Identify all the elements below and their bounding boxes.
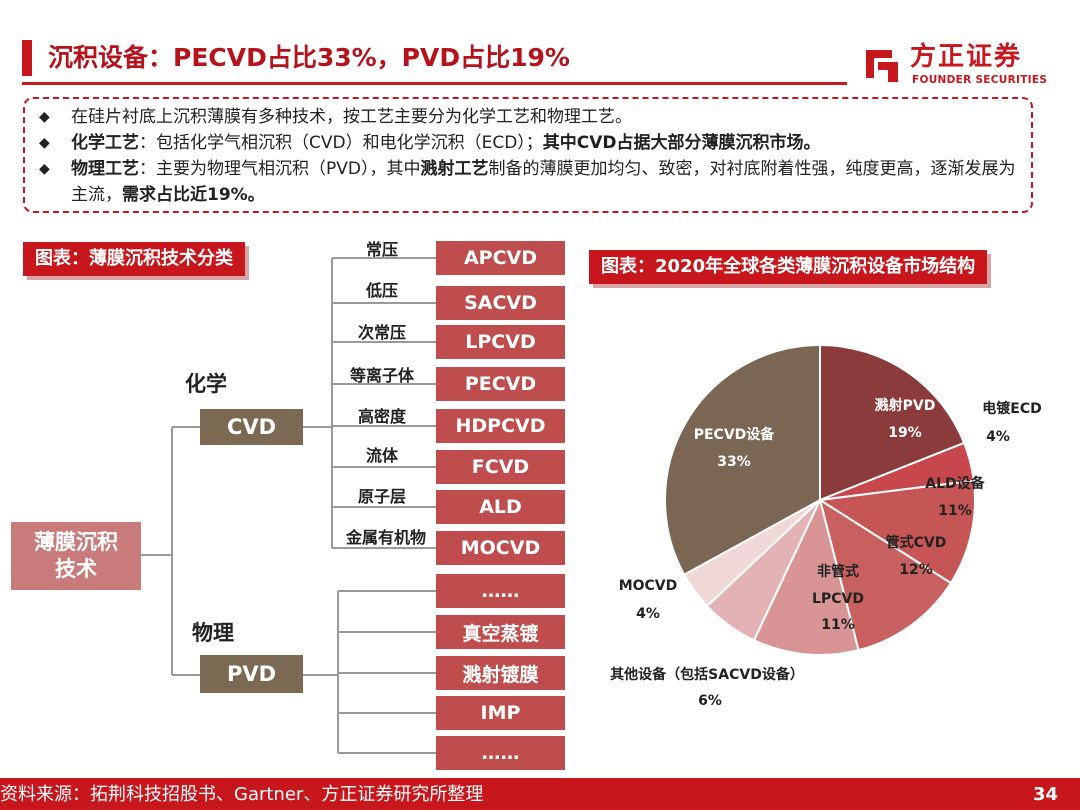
note-segment: 溅射工艺 <box>420 159 489 179</box>
pie-label: 溅射PVD <box>875 397 936 414</box>
note-segment: 物理工艺 <box>71 159 139 179</box>
phys-category-label: 物理 <box>192 621 234 645</box>
source-note: 资料来源：拓荆科技招股书、Gartner、方正证券研究所整理 <box>0 784 484 805</box>
title-underline <box>22 82 847 85</box>
note-segment: 化学工艺 <box>71 133 139 153</box>
pie-label: 电镀ECD <box>982 400 1041 417</box>
note-segment: 在硅片衬底上沉积薄膜有多种技术，按工艺主要分为化学工艺和物理工艺。 <box>71 107 632 127</box>
summary-notes: ◆ 在硅片衬底上沉积薄膜有多种技术，按工艺主要分为化学工艺和物理工艺。 ◆ 化学工艺… <box>23 97 1033 213</box>
pie-label: 6% <box>698 693 722 709</box>
note-segment: 制备的薄膜更加均匀、致密，对衬底附着性强，纯度更高，逐渐发展为主流， <box>71 159 1016 205</box>
note-item: ◆ 物理工艺：主要为物理气相沉积（PVD），其中溅射工艺制备的薄膜更加均匀、致密，… <box>39 156 1019 208</box>
cvd-condition: 流体 <box>365 446 398 465</box>
pie-slice <box>664 343 821 577</box>
pie-label: 管式CVD <box>886 534 947 551</box>
cvd-item: LPCVD <box>436 325 565 359</box>
diamond-bullet-icon: ◆ <box>39 109 50 125</box>
page-number: 34 <box>1032 784 1058 805</box>
cvd-condition: 等离子体 <box>349 366 414 385</box>
cvd-condition: 次常压 <box>357 323 406 342</box>
cvd-condition: 高密度 <box>357 407 406 426</box>
pie-label: 33% <box>717 454 751 470</box>
note-item: ◆ 在硅片衬底上沉积薄膜有多种技术，按工艺主要分为化学工艺和物理工艺。 <box>39 104 1019 130</box>
pie-label: 其他设备（包括SACVD设备） <box>610 666 804 683</box>
pie-slice <box>817 479 976 585</box>
cvd-item: PECVD <box>436 367 565 401</box>
pie-slice <box>818 497 953 652</box>
pvd-item: IMP <box>436 696 565 730</box>
pvd-item: …… <box>436 736 565 770</box>
footer-bar <box>0 778 1080 810</box>
left-chart-label: 图表：薄膜沉积技术分类 <box>23 242 245 276</box>
note-segment: 需求占比近19%。 <box>122 185 265 205</box>
title-accent-bar <box>22 40 32 76</box>
founder-logo-icon <box>866 50 898 82</box>
pie-label: 11% <box>821 617 855 633</box>
company-logo: 方正证券 FOUNDER SECURITIES <box>862 42 1052 90</box>
chem-category-label: 化学 <box>185 372 227 396</box>
pvd-node: PVD <box>200 655 303 693</box>
diamond-bullet-icon: ◆ <box>39 135 50 151</box>
pie-slice <box>752 497 860 656</box>
pie-slice <box>819 343 966 502</box>
cvd-item: FCVD <box>436 450 565 484</box>
page-title: 沉积设备：PECVD占比33%，PVD占比19% <box>48 43 570 72</box>
diamond-bullet-icon: ◆ <box>39 161 50 177</box>
pie-label: ALD设备 <box>925 475 985 492</box>
cvd-condition: 原子层 <box>357 487 406 506</box>
note-segment: ：包括化学气相沉积（CVD）和电化学沉积（ECD）； <box>139 133 543 153</box>
cvd-node: CVD <box>200 409 303 445</box>
pie-label: MOCVD <box>619 578 678 594</box>
cvd-item: MOCVD <box>436 531 565 565</box>
pie-label: PECVD设备 <box>694 426 776 443</box>
cvd-item: APCVD <box>436 241 565 275</box>
cvd-condition: 常压 <box>365 240 398 259</box>
pie-label: 4% <box>636 606 660 622</box>
cvd-condition: 金属有机物 <box>345 528 426 547</box>
pie-label: 4% <box>986 429 1010 445</box>
cvd-condition: 低压 <box>365 281 398 300</box>
note-item: ◆ 化学工艺：包括化学气相沉积（CVD）和电化学沉积（ECD）；其中CVD占据大部… <box>39 130 1019 156</box>
cvd-item: SACVD <box>436 286 565 320</box>
pie-label: 19% <box>888 425 922 441</box>
note-segment: ：主要为物理气相沉积（PVD），其中 <box>139 159 421 179</box>
logo-text-en: FOUNDER SECURITIES <box>912 74 1048 86</box>
root-node: 薄膜沉积技术 <box>11 522 141 590</box>
right-chart-label: 图表：2020年全球各类薄膜沉积设备市场结构 <box>589 250 988 284</box>
pvd-item: …… <box>436 574 565 608</box>
pvd-item: 溅射镀膜 <box>436 656 565 690</box>
pie-label: 11% <box>938 503 972 519</box>
note-segment: 其中CVD占据大部分薄膜沉积市场。 <box>542 133 821 153</box>
cvd-item: HDPCVD <box>436 409 565 443</box>
pie-label: 非管式 LPCVD <box>812 563 864 607</box>
root-label: 薄膜沉积技术 <box>34 530 118 581</box>
cvd-item: ALD <box>436 490 565 524</box>
pvd-item: 真空蒸镀 <box>436 615 565 649</box>
pie-label: 12% <box>899 562 933 578</box>
logo-text-cn: 方正证券 <box>910 42 1023 72</box>
